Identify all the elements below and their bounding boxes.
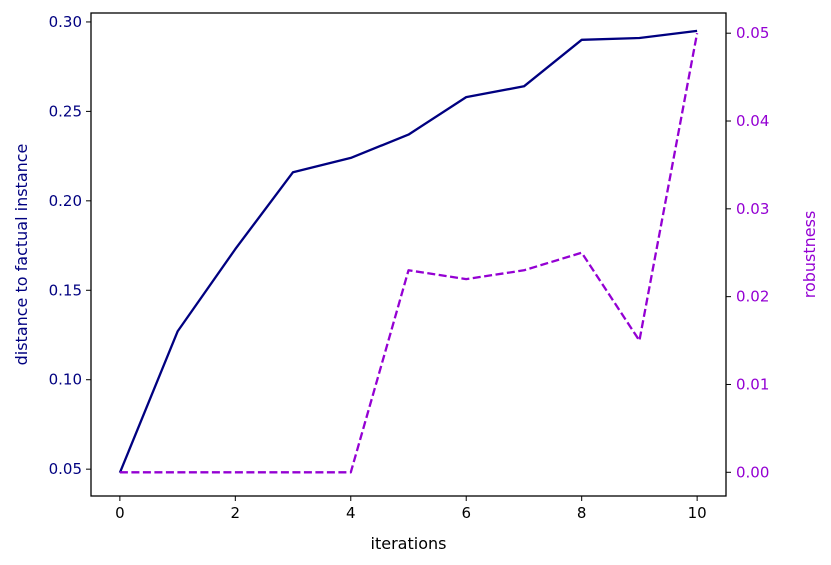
plot-frame (90, 12, 727, 497)
x-tick-label: 2 (231, 504, 241, 522)
x-tick-label: 8 (577, 504, 587, 522)
right-y-axis: 0.00 0.01 0.02 0.03 0.04 0.05 (726, 24, 769, 481)
x-axis-label: iterations (371, 534, 447, 553)
x-tick-label: 10 (688, 504, 707, 522)
right-y-tick-label: 0.04 (736, 112, 769, 130)
left-y-tick-label: 0.25 (49, 102, 82, 120)
right-y-tick-label: 0.02 (736, 288, 769, 306)
right-y-tick-label: 0.05 (736, 24, 769, 42)
left-y-tick-label: 0.20 (49, 192, 82, 210)
right-y-tick-label: 0.03 (736, 200, 769, 218)
right-y-tick-label: 0.00 (736, 463, 769, 481)
x-tick-label: 4 (346, 504, 356, 522)
right-y-axis-label: robustness (800, 211, 819, 299)
series-line-1 (118, 29, 698, 474)
right-y-tick-label: 0.01 (736, 375, 769, 393)
x-axis: 0 2 4 6 8 10 (115, 496, 707, 522)
left-y-tick-label: 0.15 (49, 281, 82, 299)
left-y-tick-label: 0.10 (49, 371, 82, 389)
left-y-tick-label: 0.05 (49, 460, 82, 478)
plot-marks (118, 29, 699, 474)
left-y-tick-label: 0.30 (49, 13, 82, 31)
x-tick-label: 0 (115, 504, 125, 522)
left-y-axis-label: distance to factual instance (12, 144, 31, 366)
series-line-2 (119, 32, 699, 474)
x-tick-label: 6 (461, 504, 471, 522)
left-y-axis: 0.05 0.10 0.15 0.20 0.25 0.30 (49, 13, 91, 478)
